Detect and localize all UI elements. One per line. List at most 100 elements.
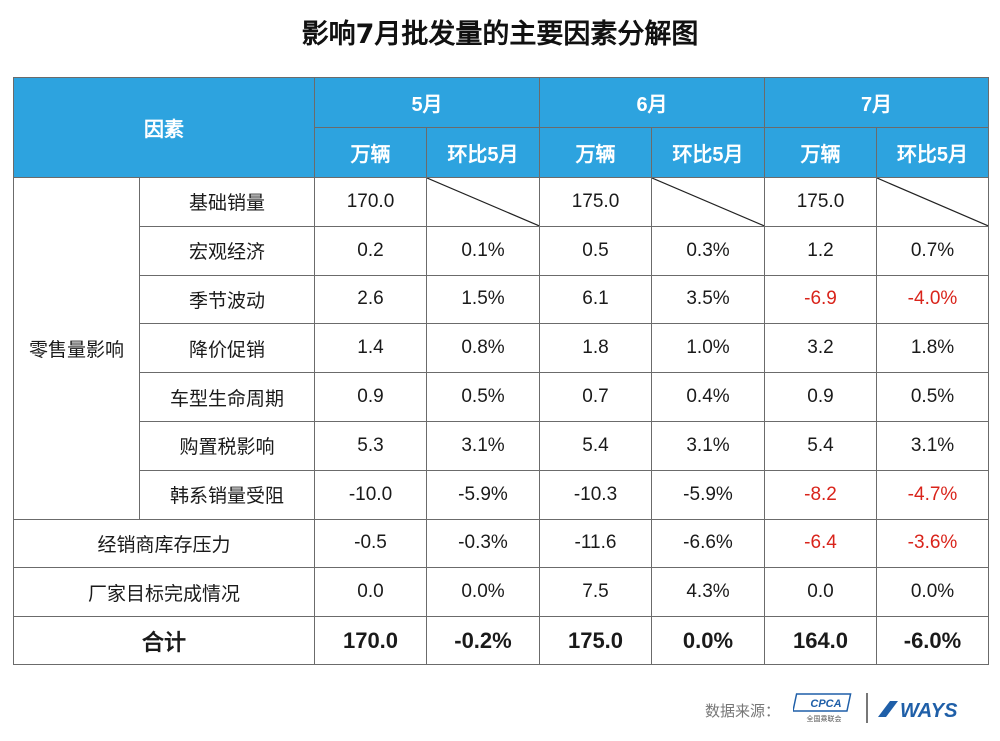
value-cell: 175.0	[764, 177, 877, 227]
value-cell: -10.3	[539, 469, 652, 520]
value-cell: 6.1	[539, 274, 652, 325]
table-row: 车型生命周期 0.9 0.5% 0.7 0.4% 0.9 0.5%	[14, 372, 989, 422]
header-mom: 环比5月	[651, 127, 765, 178]
percent-cell: -4.7%	[876, 469, 989, 520]
row-label: 基础销量	[139, 177, 315, 227]
ways-logo-text: WAYS	[900, 700, 958, 722]
percent-cell: 1.5%	[426, 274, 540, 325]
row-label: 降价促销	[139, 323, 315, 374]
ways-logo: WAYS	[878, 700, 958, 722]
cpca-logo-text: CPCA	[810, 698, 841, 710]
value-cell: 170.0	[314, 177, 427, 227]
percent-cell: 0.8%	[426, 323, 540, 374]
table-row: 季节波动 2.6 1.5% 6.1 3.5% -6.9 -4.0%	[14, 274, 989, 325]
percent-cell: 0.5%	[876, 372, 989, 422]
value-cell: 3.2	[764, 323, 877, 374]
row-label: 季节波动	[139, 274, 315, 325]
total-percent: -6.0%	[876, 616, 989, 666]
header-units: 万辆	[764, 127, 877, 178]
header-mom: 环比5月	[876, 127, 989, 178]
row-label: 车型生命周期	[139, 372, 315, 422]
header-month-6: 6月	[539, 77, 765, 128]
value-cell: 0.5	[539, 225, 652, 276]
total-value: 170.0	[314, 616, 427, 666]
blank-diagonal-cell	[426, 177, 540, 227]
percent-cell: -3.6%	[876, 518, 989, 569]
percent-cell: 0.1%	[426, 225, 540, 276]
group-label-retail: 零售量影响	[13, 177, 140, 520]
percent-cell: 3.1%	[426, 420, 540, 471]
percent-cell: 4.3%	[651, 567, 765, 618]
value-cell: 0.0	[764, 567, 877, 618]
percent-cell: -0.3%	[426, 518, 540, 569]
header-units: 万辆	[539, 127, 652, 178]
percent-cell: 3.5%	[651, 274, 765, 325]
total-percent: 0.0%	[651, 616, 765, 666]
percent-cell: 0.4%	[651, 372, 765, 422]
value-cell: -10.0	[314, 469, 427, 520]
percent-cell: 3.1%	[876, 420, 989, 471]
source-label: 数据来源：	[704, 702, 780, 720]
cpca-logo: CPCA 全国乘联会	[793, 693, 852, 723]
value-cell: 175.0	[539, 177, 652, 227]
table-row: 厂家目标完成情况 0.0 0.0% 7.5 4.3% 0.0 0.0%	[13, 567, 989, 618]
value-cell: -11.6	[539, 518, 652, 569]
table-row: 经销商库存压力 -0.5 -0.3% -11.6 -6.6% -6.4 -3.6…	[13, 518, 989, 569]
percent-cell: -5.9%	[651, 469, 765, 520]
row-label: 经销商库存压力	[13, 518, 315, 569]
footer-divider	[866, 693, 868, 723]
percent-cell: 0.7%	[876, 225, 989, 276]
value-cell: -6.9	[764, 274, 877, 325]
table-row: 零售量影响 基础销量 170.0 175.0 175.0	[13, 177, 989, 520]
value-cell: 0.9	[764, 372, 877, 422]
value-cell: 0.7	[539, 372, 652, 422]
percent-cell: 0.3%	[651, 225, 765, 276]
factor-table: 因素 5月 6月 7月 万辆 环比5月 万辆 环比5月 万辆 环比5月 零售量影…	[13, 77, 989, 666]
percent-cell: 1.8%	[876, 323, 989, 374]
table-row: 宏观经济 0.2 0.1% 0.5 0.3% 1.2 0.7%	[14, 225, 989, 276]
value-cell: 2.6	[314, 274, 427, 325]
row-label: 宏观经济	[139, 225, 315, 276]
value-cell: 7.5	[539, 567, 652, 618]
blank-diagonal-cell	[876, 177, 989, 227]
value-cell: -0.5	[314, 518, 427, 569]
value-cell: 0.2	[314, 225, 427, 276]
header-units: 万辆	[314, 127, 427, 178]
total-row: 合计 170.0 -0.2% 175.0 0.0% 164.0 -6.0%	[13, 616, 989, 666]
total-value: 164.0	[764, 616, 877, 666]
total-percent: -0.2%	[426, 616, 540, 666]
footer: 数据来源： CPCA 全国乘联会 WAYS	[0, 690, 1000, 730]
header-factor: 因素	[13, 77, 315, 178]
value-cell: -8.2	[764, 469, 877, 520]
value-cell: 1.8	[539, 323, 652, 374]
value-cell: 5.4	[764, 420, 877, 471]
row-label: 厂家目标完成情况	[13, 567, 315, 618]
percent-cell: -4.0%	[876, 274, 989, 325]
value-cell: 1.2	[764, 225, 877, 276]
page-title: 影响7月批发量的主要因素分解图	[301, 19, 699, 50]
value-cell: 5.4	[539, 420, 652, 471]
value-cell: 0.0	[314, 567, 427, 618]
percent-cell: 1.0%	[651, 323, 765, 374]
percent-cell: 0.0%	[876, 567, 989, 618]
percent-cell: 0.5%	[426, 372, 540, 422]
row-label: 购置税影响	[139, 420, 315, 471]
value-cell: 1.4	[314, 323, 427, 374]
cpca-logo-subtext: 全国乘联会	[807, 714, 842, 723]
table-row: 韩系销量受阻 -10.0 -5.9% -10.3 -5.9% -8.2 -4.7…	[14, 469, 989, 520]
value-cell: 0.9	[314, 372, 427, 422]
value-cell: 5.3	[314, 420, 427, 471]
percent-cell: 3.1%	[651, 420, 765, 471]
percent-cell: -6.6%	[651, 518, 765, 569]
header-month-5: 5月	[314, 77, 540, 128]
total-value: 175.0	[539, 616, 652, 666]
percent-cell: -5.9%	[426, 469, 540, 520]
table-row: 购置税影响 5.3 3.1% 5.4 3.1% 5.4 3.1%	[14, 420, 989, 471]
blank-diagonal-cell	[651, 177, 765, 227]
table-row: 降价促销 1.4 0.8% 1.8 1.0% 3.2 1.8%	[14, 323, 989, 374]
header-month-7: 7月	[764, 77, 989, 128]
header-mom: 环比5月	[426, 127, 540, 178]
row-label: 韩系销量受阻	[139, 469, 315, 520]
percent-cell: 0.0%	[426, 567, 540, 618]
value-cell: -6.4	[764, 518, 877, 569]
